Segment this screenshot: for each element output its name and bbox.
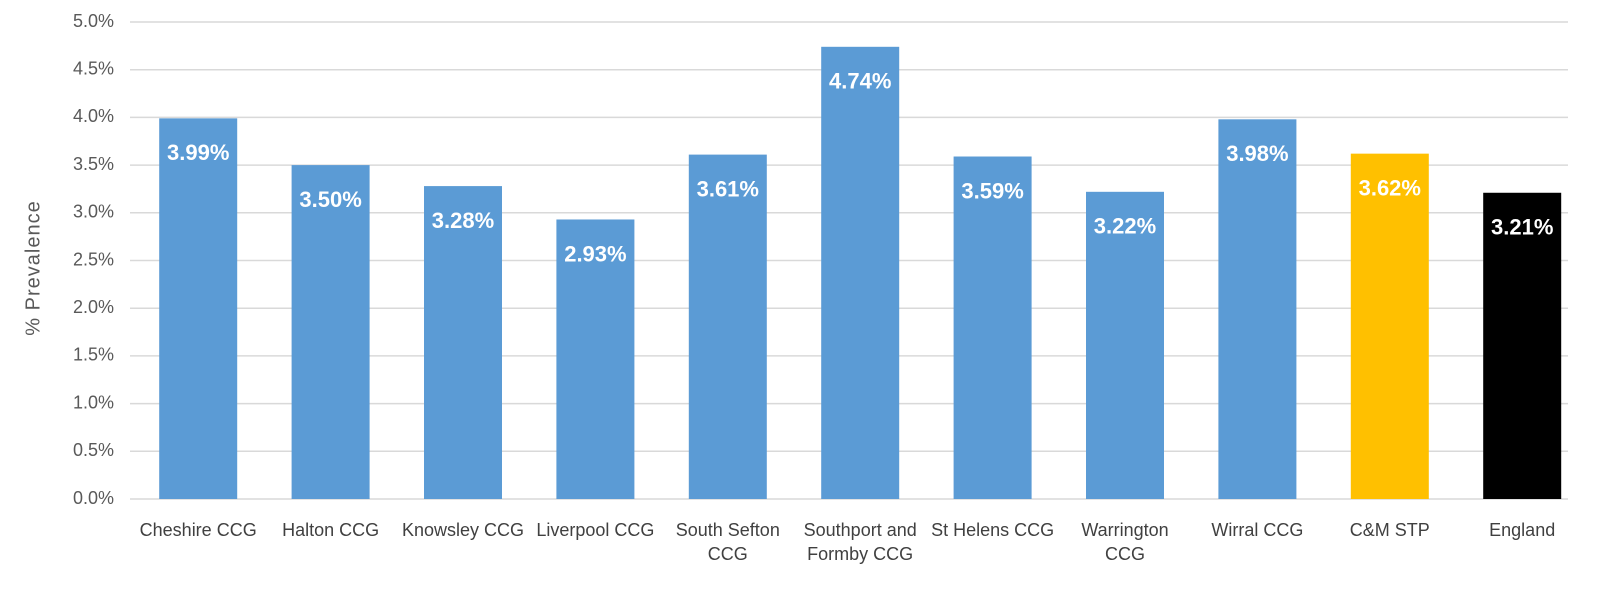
bar [556, 219, 635, 499]
y-tick-label: 2.5% [73, 249, 114, 269]
bar [688, 154, 767, 499]
x-tick-label: Cheshire CCG [139, 520, 257, 540]
bar [1483, 192, 1562, 500]
data-label: 2.93% [564, 241, 626, 266]
data-label: 3.99% [167, 140, 229, 165]
y-tick-label: 3.5% [73, 154, 114, 174]
x-tick-label: Warrington CCG [1081, 520, 1169, 564]
y-tick-label: 3.0% [73, 202, 114, 222]
bar [1350, 153, 1429, 500]
y-tick-label: 0.5% [73, 440, 114, 460]
x-tick-label: England [1489, 520, 1556, 540]
x-tick-label: Knowsley CCG [401, 520, 525, 540]
x-tick-label: Liverpool CCG [536, 520, 655, 540]
data-label: 3.28% [432, 208, 494, 233]
bar [953, 156, 1032, 499]
x-tick-label: Wirral CCG [1211, 520, 1304, 540]
y-tick-label: 5.0% [73, 11, 114, 31]
bar [291, 165, 370, 499]
data-label: 3.59% [961, 178, 1023, 203]
data-label: 3.61% [697, 176, 759, 201]
y-tick-label: 2.0% [73, 297, 114, 317]
x-tick-label: C&M STP [1349, 520, 1430, 540]
y-tick-label: 0.0% [73, 488, 114, 508]
data-label: 3.21% [1491, 215, 1553, 240]
x-tick-label: South Sefton CCG [675, 520, 780, 564]
bar [424, 186, 502, 499]
y-tick-label: 1.5% [73, 345, 114, 365]
y-tick-label: 4.0% [73, 106, 114, 126]
bar [1086, 191, 1164, 499]
data-label: 4.74% [829, 69, 891, 94]
data-label: 3.62% [1359, 175, 1421, 200]
y-tick-label: 4.5% [73, 58, 114, 78]
bar [159, 118, 238, 499]
bar [821, 46, 900, 499]
bar [1218, 119, 1297, 500]
x-tick-label: St Helens CCG [931, 520, 1055, 540]
x-tick-label: Halton CCG [282, 520, 380, 540]
x-tick-label: Southport and Formby CCG [803, 520, 917, 564]
data-label: 3.50% [299, 187, 361, 212]
data-label: 3.98% [1226, 141, 1288, 166]
y-tick-label: 1.0% [73, 392, 114, 412]
y-axis-title: % Prevalence [22, 200, 44, 335]
data-label: 3.22% [1094, 214, 1156, 239]
